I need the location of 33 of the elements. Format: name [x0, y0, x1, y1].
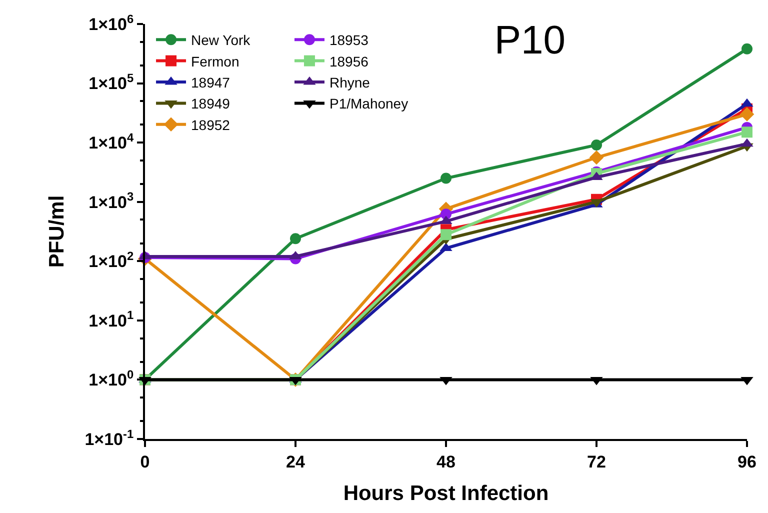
y-axis-title: PFU/ml: [45, 195, 68, 268]
x-tick-label: 72: [587, 452, 606, 472]
x-tick-label: 96: [738, 452, 756, 472]
x-tick-label: 48: [436, 452, 456, 472]
legend-label: Rhyne: [329, 74, 370, 90]
y-tick-label: 1×10$^{3}$: [88, 190, 134, 212]
x-axis-title: Hours Post Infection: [343, 482, 549, 506]
legend-label: 18953: [329, 32, 369, 48]
point: [742, 43, 752, 54]
y-tick-label: 1×10$^{6}$: [88, 12, 134, 34]
point: [440, 208, 452, 220]
y-tick-label: 1×10$^{2}$: [88, 248, 134, 272]
legend-label: P1/Mahoney: [329, 96, 408, 112]
legend-label: 18956: [329, 53, 369, 70]
y-tick-label: 1×10$^{4}$: [88, 130, 134, 153]
legend-label: 18949: [191, 96, 230, 112]
legend-label: Fermon: [191, 53, 240, 70]
point: [591, 140, 602, 150]
legend-label: New York: [191, 32, 252, 48]
point: [290, 233, 301, 244]
y-tick-label: 1×10$^{5}$: [88, 71, 134, 94]
y-tick-label: 1×10$^{-1}$: [84, 426, 134, 449]
point: [740, 107, 754, 122]
y-tick-label: 1×10$^{1}$: [88, 308, 134, 330]
x-tick-label: 0: [140, 452, 150, 472]
x-tick-label: 24: [286, 452, 306, 472]
point: [742, 126, 752, 138]
legend-label: 18952: [191, 116, 230, 133]
point: [440, 172, 452, 184]
y-tick-label: 1×10$^{0}$: [88, 368, 134, 390]
point: [589, 150, 604, 165]
chart-title: P10: [494, 18, 566, 63]
legend-label: 18947: [191, 74, 230, 90]
